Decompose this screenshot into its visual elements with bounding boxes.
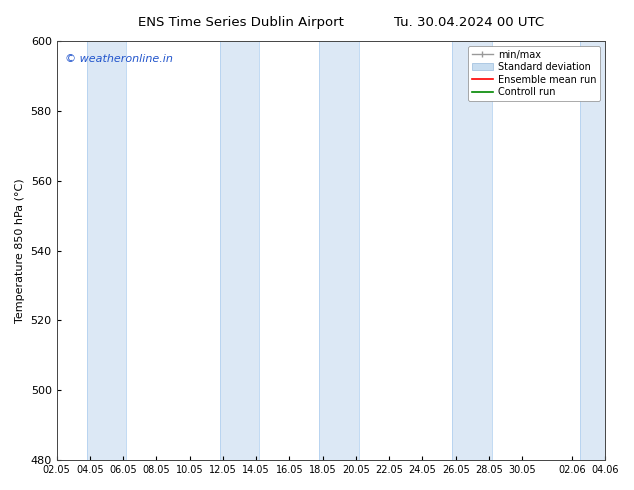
Text: Tu. 30.04.2024 00 UTC: Tu. 30.04.2024 00 UTC	[394, 16, 544, 29]
Bar	[452, 41, 492, 460]
Text: ENS Time Series Dublin Airport: ENS Time Series Dublin Airport	[138, 16, 344, 29]
Y-axis label: Temperature 850 hPa (°C): Temperature 850 hPa (°C)	[15, 178, 25, 323]
Bar	[219, 41, 259, 460]
Bar	[580, 41, 605, 460]
Bar	[87, 41, 127, 460]
Text: © weatheronline.in: © weatheronline.in	[65, 53, 173, 64]
Bar	[320, 41, 359, 460]
Legend: min/max, Standard deviation, Ensemble mean run, Controll run: min/max, Standard deviation, Ensemble me…	[468, 46, 600, 101]
